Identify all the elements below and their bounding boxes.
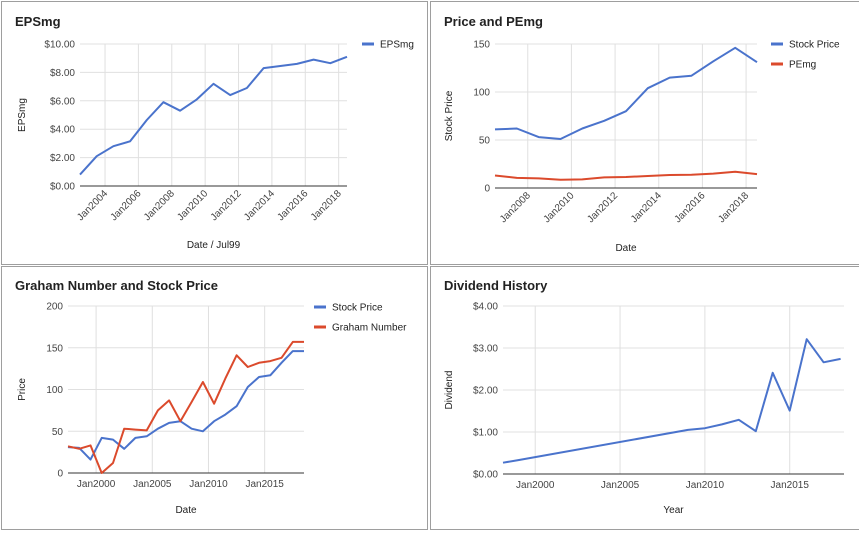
x-tick-label: Jan2006	[109, 188, 144, 223]
y-tick-label: 50	[479, 136, 491, 147]
x-tick-label: Jan2015	[771, 480, 810, 491]
x-tick-label: Jan2016	[673, 190, 708, 225]
x-tick-label: Jan2016	[275, 188, 310, 223]
x-axis-label: Date	[615, 243, 637, 254]
x-tick-label: Jan2014	[242, 188, 277, 223]
graham-chart-panel: Graham Number and Stock Price 0 50 100 150 20…	[1, 266, 428, 530]
chart-title: Dividend History	[444, 278, 548, 293]
chart-title: Graham Number and Stock Price	[15, 278, 218, 293]
y-tick-label: $0.00	[473, 470, 498, 481]
y-tick-label: $4.00	[50, 125, 75, 136]
series-line-epsmg	[79, 55, 348, 176]
x-tick-label: Jan2018	[716, 190, 751, 225]
x-tick-label: Jan2005	[133, 479, 172, 490]
y-tick-label: 150	[46, 343, 63, 354]
y-tick-label: 100	[473, 88, 490, 99]
y-tick-label: 150	[473, 40, 490, 51]
y-tick-label: $4.00	[473, 302, 498, 313]
legend-label: Stock Price	[789, 40, 840, 51]
y-tick-label: 50	[52, 427, 64, 438]
y-tick-label: $10.00	[44, 40, 75, 51]
y-tick-label: $2.00	[50, 153, 75, 164]
y-tick-label: $1.00	[473, 428, 498, 439]
x-axis-label: Date	[175, 505, 197, 516]
y-axis-label: Dividend	[444, 371, 455, 410]
x-tick-label: Jan2008	[498, 190, 533, 225]
legend-label: Graham Number	[332, 323, 407, 334]
x-tick-label: Jan2005	[601, 480, 640, 491]
x-axis-label: Year	[663, 505, 684, 516]
x-tick-label: Jan2018	[309, 188, 344, 223]
x-tick-label: Jan2010	[542, 190, 577, 225]
y-tick-label: $2.00	[473, 386, 498, 397]
y-axis-label: Price	[17, 378, 28, 401]
y-tick-label: $6.00	[50, 96, 75, 107]
series-line-pemg	[494, 170, 758, 181]
y-tick-label: $3.00	[473, 344, 498, 355]
y-tick-label: 0	[484, 184, 490, 195]
x-tick-label: Jan2012	[209, 188, 244, 223]
x-tick-label: Jan2014	[629, 190, 664, 225]
y-axis-label: Stock Price	[444, 90, 455, 141]
x-axis-label: Date / Jul99	[187, 240, 241, 251]
x-tick-label: Jan2010	[189, 479, 228, 490]
legend-label: PEmg	[789, 60, 816, 71]
chart-title: Price and PEmg	[444, 14, 543, 29]
y-tick-label: 100	[46, 385, 63, 396]
y-tick-label: $8.00	[50, 68, 75, 79]
series-line-stock-price	[494, 46, 758, 140]
x-tick-label: Jan2015	[245, 479, 284, 490]
x-tick-label: Jan2008	[142, 188, 177, 223]
x-tick-label: Jan2000	[77, 479, 116, 490]
y-tick-label: 0	[57, 469, 63, 480]
x-tick-label: Jan2012	[585, 190, 620, 225]
x-tick-label: Jan2010	[175, 188, 210, 223]
legend-label: EPSmg	[380, 40, 414, 51]
x-tick-label: Jan2004	[75, 188, 110, 223]
x-tick-label: Jan2000	[516, 480, 555, 491]
y-tick-label: 200	[46, 302, 63, 313]
legend-label: Stock Price	[332, 303, 383, 314]
y-axis-label: EPSmg	[17, 98, 28, 132]
dividend-chart: Dividend History $0.00 $1.00 $2.00 $3.00 $4.0…	[444, 278, 844, 516]
series-line-graham-number	[67, 340, 304, 474]
series-line-stock-price	[67, 350, 304, 461]
graham-chart: Graham Number and Stock Price 0 50 100 150 20…	[15, 278, 407, 516]
eps-chart-panel: EPSmg $0.00 $2.00 $4.00 $6.00 $8.00 $10.00 Jan2…	[1, 1, 428, 265]
eps-chart: EPSmg $0.00 $2.00 $4.00 $6.00 $8.00 $10.00 Jan2…	[15, 14, 414, 251]
x-tick-label: Jan2010	[686, 480, 725, 491]
price-pe-chart-panel: Price and PEmg 0 50 100 150 Jan2008 Jan2010 Jan…	[430, 1, 859, 265]
y-tick-label: $0.00	[50, 182, 75, 193]
chart-title: EPSmg	[15, 14, 61, 29]
dividend-chart-panel: Dividend History $0.00 $1.00 $2.00 $3.00 $4.0…	[430, 266, 859, 530]
series-line-dividend	[502, 338, 841, 464]
